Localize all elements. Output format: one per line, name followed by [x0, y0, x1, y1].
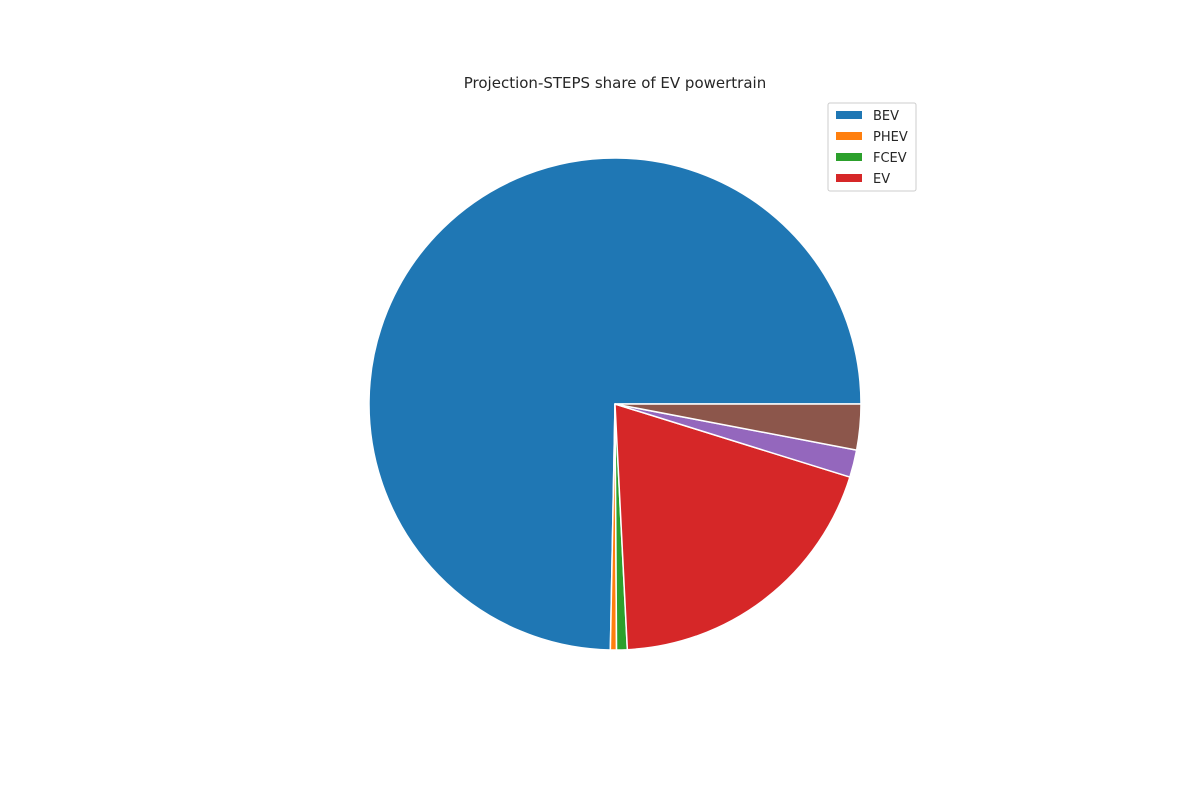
legend-swatch-phev: [836, 132, 862, 140]
chart-title: Projection-STEPS share of EV powertrain: [464, 74, 766, 92]
legend-swatch-fcev: [836, 153, 862, 161]
legend-label-ev: EV: [873, 172, 890, 187]
pie-slices: [368, 157, 862, 651]
pie-slice-ev: [614, 403, 851, 651]
legend-swatch-bev: [836, 111, 862, 119]
legend-entries: BEV PHEV FCEV EV: [836, 109, 908, 187]
legend-frame: [827, 102, 917, 192]
legend-label-bev: BEV: [873, 109, 899, 124]
legend-label-phev: PHEV: [873, 130, 908, 145]
legend-swatch-ev: [836, 174, 862, 182]
pie-slice-unlabeled-5: [614, 403, 862, 451]
legend: BEV PHEV FCEV EV: [827, 102, 917, 192]
legend-label-fcev: FCEV: [873, 151, 907, 166]
